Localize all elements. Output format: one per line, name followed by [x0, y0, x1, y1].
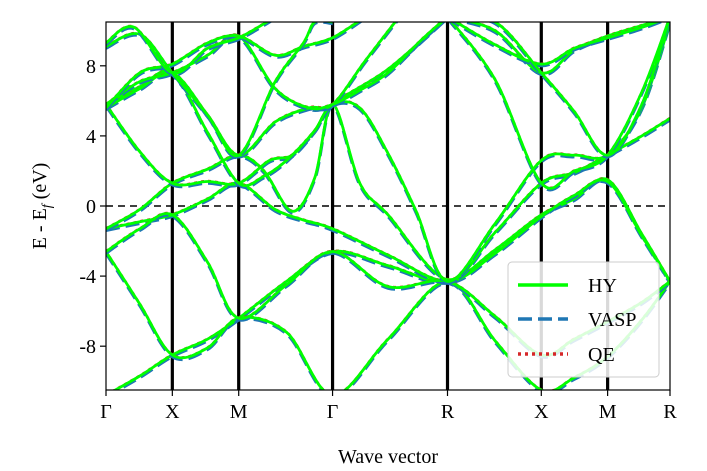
band-hy [106, 22, 361, 109]
legend-box [507, 261, 660, 378]
band-hy [106, 22, 670, 283]
y-tick-label-2: 0 [86, 196, 96, 218]
legend-label-vasp: VASP [588, 309, 637, 331]
band-band-12 [106, 22, 273, 77]
band-vasp [114, 178, 670, 390]
band-hy [106, 22, 333, 158]
y-axis-label-unit: (eV) [29, 163, 51, 205]
y-tick-label-3: -4 [79, 266, 96, 288]
x-tick-label-5: X [534, 401, 549, 423]
band-vasp [106, 22, 363, 111]
band-band-6 [106, 22, 670, 285]
legend-label-hy: HY [588, 275, 617, 297]
y-axis-ticks: 8 4 0 -4 -8 [79, 56, 106, 358]
band-hy [453, 22, 661, 66]
y-tick-label-0: 8 [86, 56, 96, 78]
band-vasp [106, 179, 670, 285]
x-tick-label-7: R [663, 401, 677, 423]
band-band-10 [106, 22, 363, 111]
y-tick-label-4: -8 [79, 336, 96, 358]
band-band-13 [448, 22, 670, 192]
x-tick-label-3: Γ [327, 401, 339, 423]
legend-label-qe: QE [588, 344, 615, 366]
x-tick-label-6: M [599, 401, 617, 423]
x-tick-label-2: M [230, 401, 248, 423]
x-tick-label-0: Γ [100, 401, 112, 423]
x-axis-label: Wave vector [338, 446, 438, 468]
legend: HY VASP QE [507, 261, 660, 378]
band-hy [106, 22, 270, 75]
band-hy [106, 178, 670, 283]
band-vasp [450, 22, 665, 68]
y-tick-label-1: 4 [86, 126, 96, 148]
band-band-15 [450, 22, 665, 68]
band-band-3 [106, 178, 670, 285]
band-hy [449, 22, 670, 190]
x-tick-label-1: X [165, 401, 180, 423]
x-tick-label-4: R [441, 401, 455, 423]
y-axis-label-subscript: f [40, 202, 55, 208]
y-axis-label: E - Ef (eV) [29, 163, 55, 250]
